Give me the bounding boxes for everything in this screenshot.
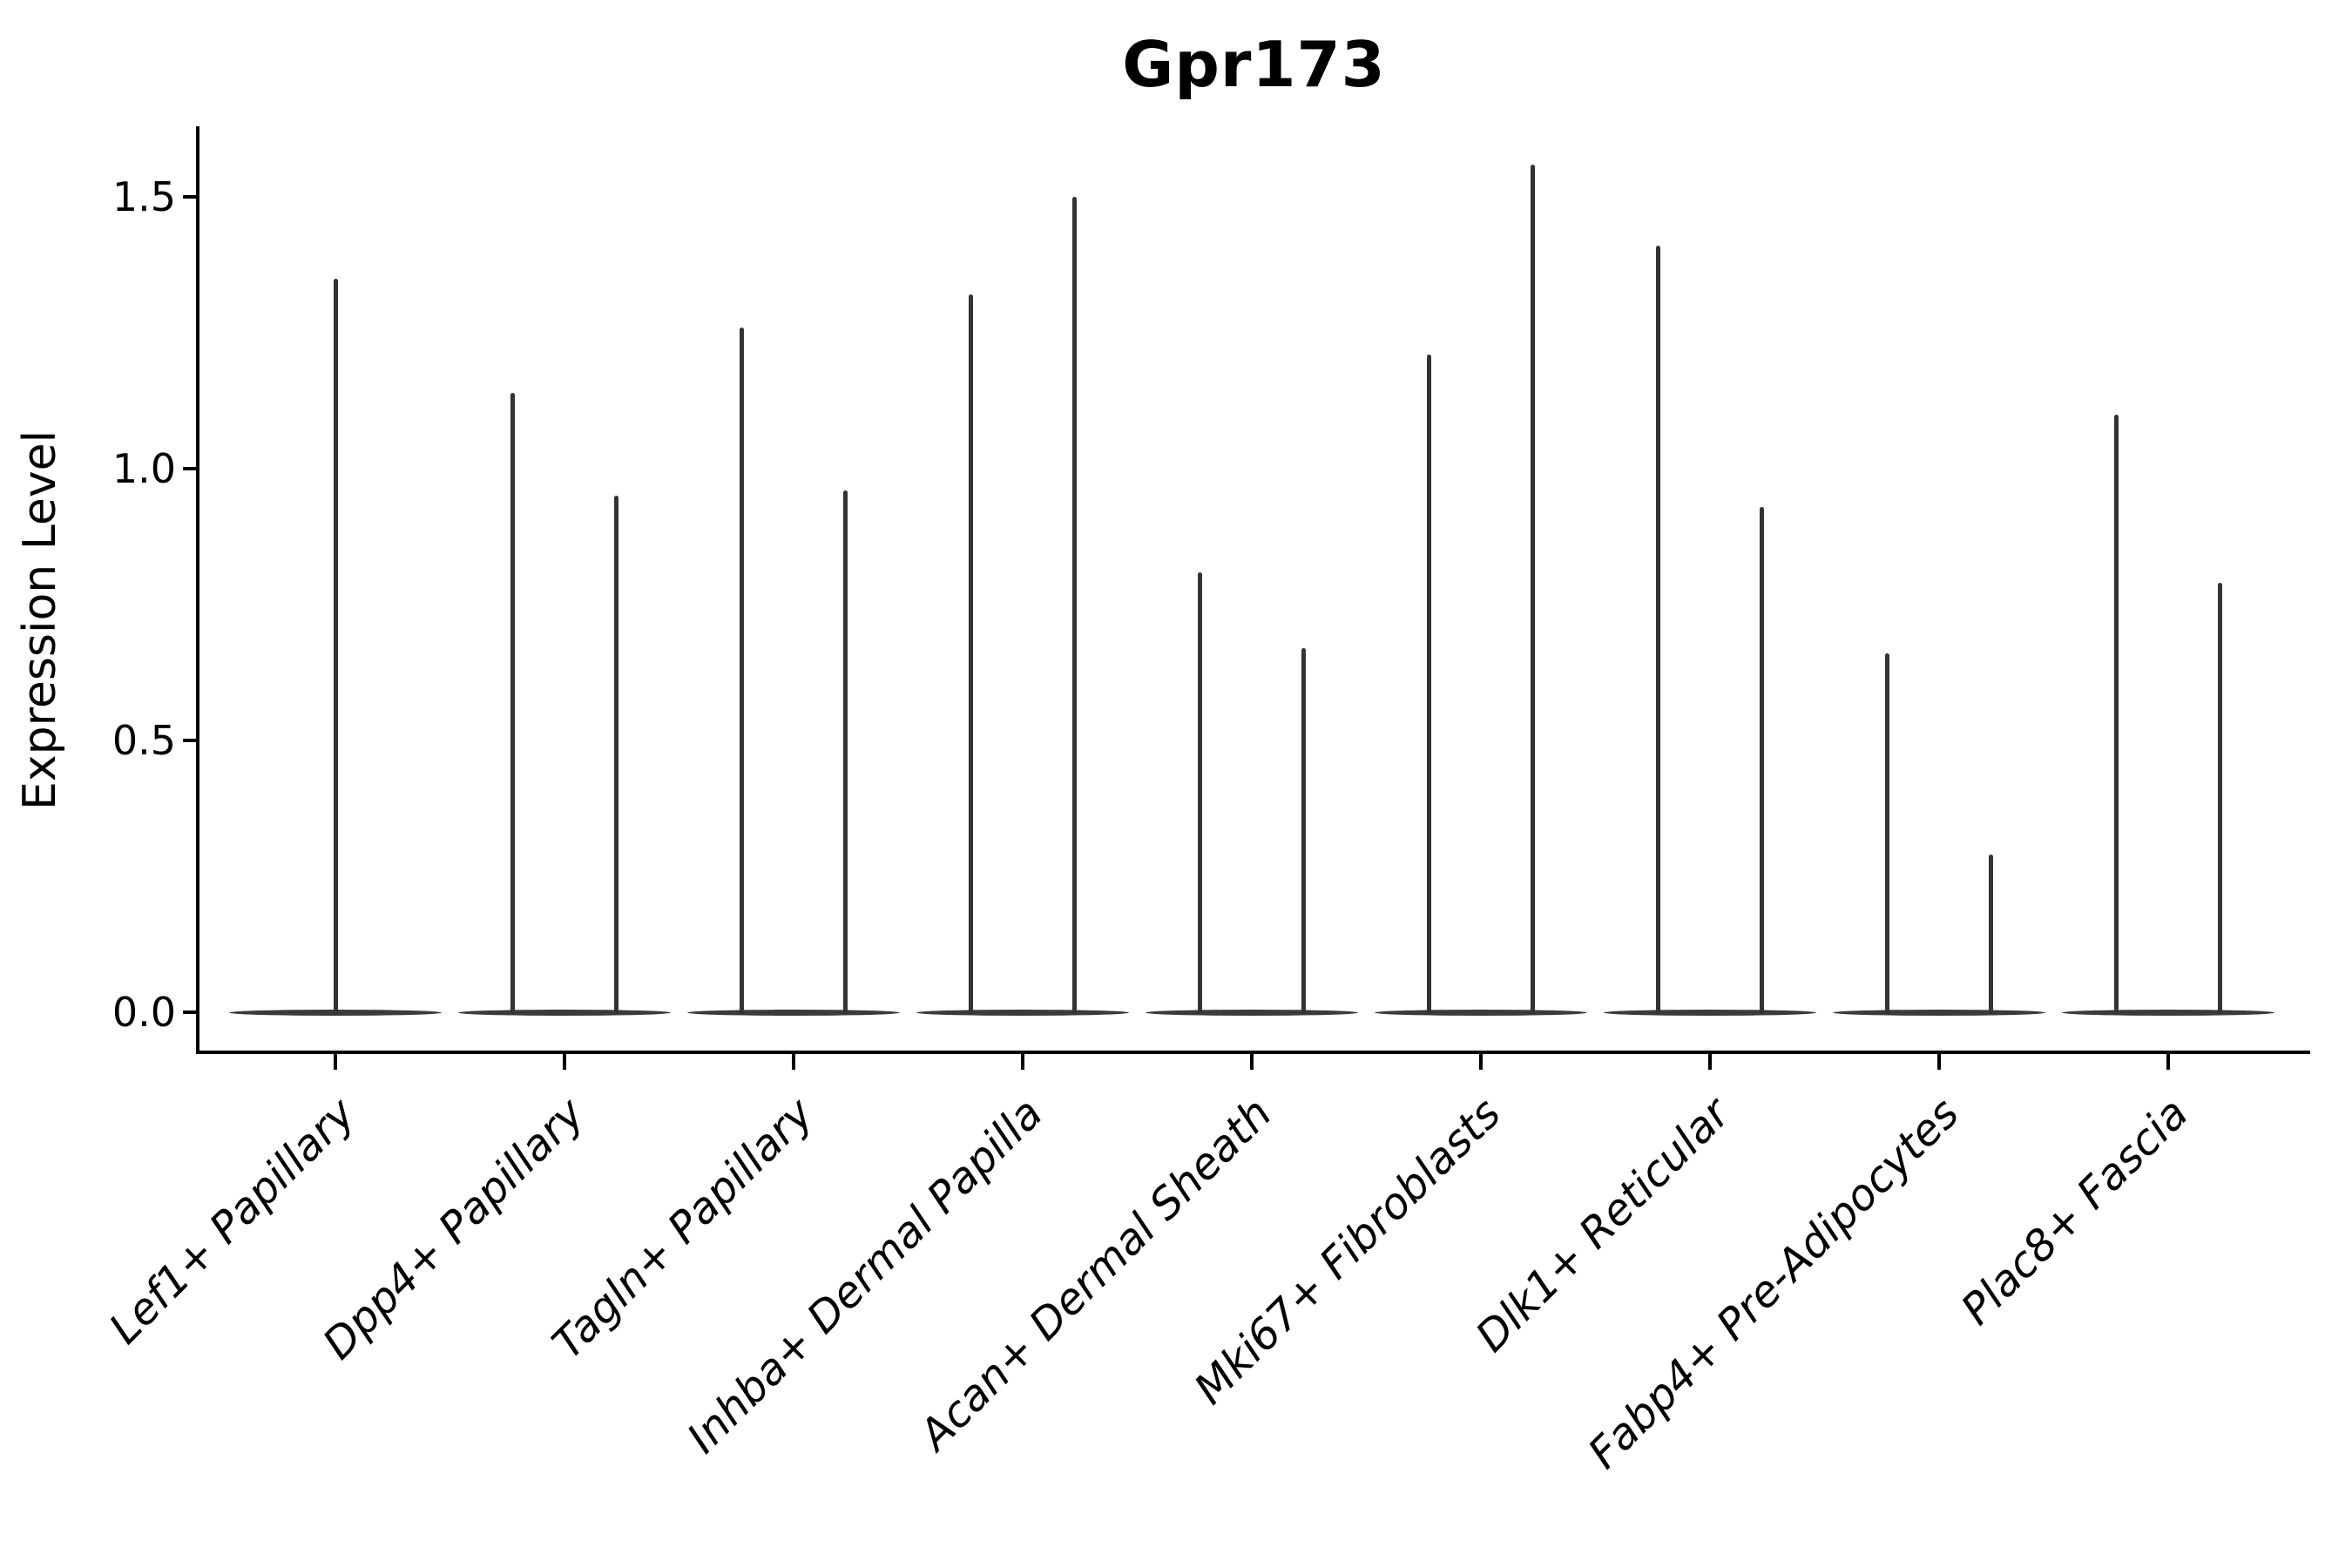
violin-spike: [1427, 354, 1431, 1014]
violin-spike: [1989, 855, 1993, 1014]
x-tick-label: Dlk1+ Reticular: [1466, 1088, 1740, 1362]
x-tick-mark: [1708, 1054, 1712, 1070]
y-tick-label: 0.0: [112, 989, 176, 1036]
x-tick-mark: [334, 1054, 337, 1070]
y-tick-mark: [183, 467, 196, 470]
violin-spike: [614, 496, 618, 1014]
violin-base: [458, 1009, 671, 1016]
violin-spike: [1656, 246, 1660, 1014]
violin-spike: [1885, 653, 1889, 1014]
violin-base: [1604, 1009, 1816, 1016]
x-tick-mark: [792, 1054, 795, 1070]
x-tick-mark: [1937, 1054, 1941, 1070]
y-tick-label: 1.5: [112, 173, 176, 220]
violin-spike: [2114, 414, 2119, 1014]
violin-spike: [740, 327, 744, 1014]
violin-spike: [1072, 197, 1077, 1014]
y-axis-spine: [196, 126, 199, 1054]
x-tick-label: Plac8+ Fascia: [1951, 1088, 2198, 1335]
violin-spike: [1531, 164, 1535, 1014]
x-tick-mark: [1479, 1054, 1483, 1070]
violin-base: [1375, 1009, 1587, 1016]
violin-spike: [1301, 647, 1306, 1014]
y-tick-label: 0.5: [112, 717, 176, 764]
violin-spike: [969, 294, 973, 1014]
x-axis-spine: [196, 1051, 2310, 1054]
violin-spike: [843, 490, 848, 1014]
violin-base: [916, 1009, 1129, 1016]
violin-base: [2062, 1009, 2274, 1016]
x-tick-mark: [1021, 1054, 1024, 1070]
violin-base: [1833, 1009, 2045, 1016]
violin-spike: [1198, 571, 1202, 1014]
x-tick-mark: [1250, 1054, 1254, 1070]
y-tick-mark: [183, 739, 196, 742]
y-tick-mark: [183, 195, 196, 199]
violin-spike: [2218, 583, 2222, 1014]
violin-spike: [333, 278, 338, 1014]
x-tick-label: Lef1+ Papillary: [99, 1088, 365, 1354]
x-tick-label: Fabp4+ Pre-Adipocytes: [1578, 1088, 1969, 1479]
y-tick-label: 1.0: [112, 445, 176, 492]
x-tick-mark: [563, 1054, 566, 1070]
y-tick-mark: [183, 1010, 196, 1014]
violin-spike: [1760, 506, 1764, 1014]
x-tick-mark: [2166, 1054, 2170, 1070]
chart-title: Gpr173: [1122, 28, 1386, 101]
violin-spike: [510, 392, 515, 1014]
violin-base: [687, 1009, 900, 1016]
violin-base: [1146, 1009, 1358, 1016]
